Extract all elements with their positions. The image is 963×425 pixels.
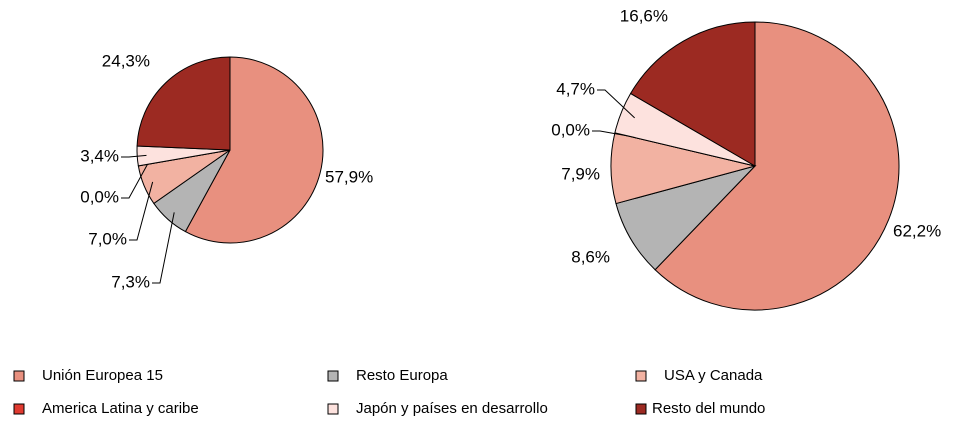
legend-swatch: [635, 403, 647, 415]
data-label: 62,2%: [893, 221, 941, 240]
legend-swatch: [13, 370, 25, 382]
data-label: 7,0%: [88, 229, 127, 248]
leader-line: [121, 164, 148, 199]
data-label: 3,4%: [80, 146, 119, 165]
data-label: 7,9%: [561, 164, 600, 183]
pie-slice: [629, 21, 756, 167]
data-label: 0,0%: [80, 187, 119, 206]
legend-label: Japón y países en desarrollo: [356, 400, 548, 417]
legend-swatch: [327, 370, 339, 382]
pie-slice: [184, 56, 324, 244]
legend-label: Unión Europea 15: [42, 367, 163, 384]
data-label: 4,7%: [556, 79, 595, 98]
pie-slice: [136, 56, 231, 151]
leader-line: [121, 154, 147, 158]
legend-label: Resto del mundo: [652, 400, 765, 417]
legend-label: Resto Europa: [356, 367, 448, 384]
legend-label: USA y Canada: [664, 367, 763, 384]
leader-line: [592, 130, 629, 137]
legend-swatch: [13, 403, 25, 415]
leader-line: [129, 181, 154, 241]
leader-line: [597, 89, 635, 119]
leader-line: [152, 212, 175, 284]
data-label: 0,0%: [551, 120, 590, 139]
legend-label: America Latina y caribe: [42, 400, 199, 417]
legend-swatch: [327, 403, 339, 415]
legend-swatch: [635, 370, 647, 382]
data-label: 7,3%: [111, 272, 150, 291]
data-label: 16,6%: [620, 6, 668, 25]
data-label: 8,6%: [571, 247, 610, 266]
pie-slice: [654, 21, 900, 311]
data-label: 57,9%: [325, 167, 373, 186]
data-label: 24,3%: [102, 51, 150, 70]
